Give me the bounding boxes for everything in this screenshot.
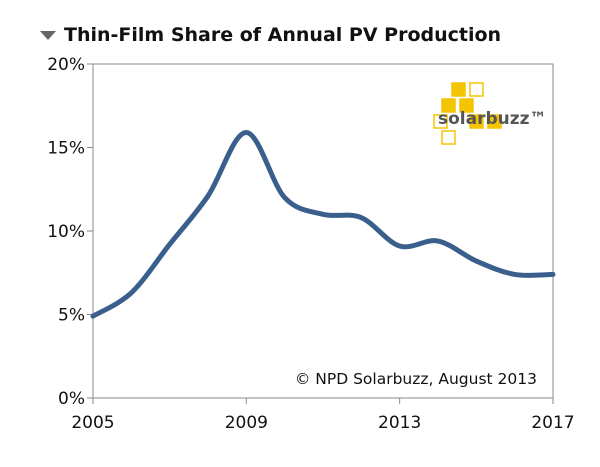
x-tick-label: 2017	[531, 413, 574, 433]
collapse-triangle-icon[interactable]	[40, 30, 56, 40]
logo-square	[433, 114, 448, 129]
logo-square	[441, 130, 456, 145]
y-tick-label: 5%	[58, 306, 85, 326]
y-tick-label: 10%	[47, 222, 85, 242]
y-tick-label: 0%	[58, 389, 85, 409]
chart-title: Thin-Film Share of Annual PV Production	[64, 24, 502, 46]
logo-square	[487, 114, 502, 129]
chart-title-row: Thin-Film Share of Annual PV Production	[40, 22, 501, 48]
x-tick-label: 2009	[225, 413, 268, 433]
x-tick-label: 2005	[71, 413, 114, 433]
solarbuzz-logo: solarbuzz™	[433, 82, 547, 145]
logo-square	[459, 98, 474, 113]
logo-square	[469, 114, 484, 129]
logo-square	[441, 98, 456, 113]
logo-square	[469, 82, 484, 97]
x-tick-label: 2013	[378, 413, 421, 433]
logo-wordmark: solarbuzz™	[438, 109, 547, 129]
logo-square	[451, 82, 466, 97]
source-annotation: © NPD Solarbuzz, August 2013	[295, 370, 537, 388]
series-line	[90, 129, 556, 319]
y-tick-label: 20%	[47, 55, 85, 75]
y-tick-label: 15%	[47, 139, 85, 159]
